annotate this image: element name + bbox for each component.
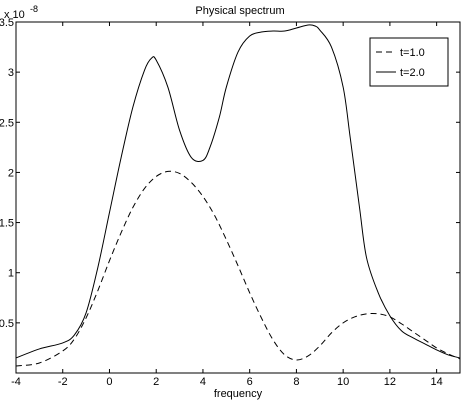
y-tick-label: 1: [8, 268, 14, 280]
plot-frame: [15, 21, 461, 374]
y-tick-label: 3: [8, 67, 14, 79]
legend-label-1: t=1.0: [400, 47, 425, 59]
axis-ticks: [15, 21, 460, 374]
x-tick-label: 10: [337, 376, 349, 388]
y-multiplier: x 10 -8: [4, 4, 38, 21]
x-tick-label: 6: [247, 376, 253, 388]
x-tick-label: 14: [431, 376, 443, 388]
x-tick-label: -2: [58, 376, 68, 388]
x-tick-label: 4: [200, 376, 206, 388]
legend: t=1.0 t=2.0: [369, 37, 449, 87]
y-tick-label: 3.5: [0, 17, 14, 29]
series-line-1: [15, 170, 461, 367]
x-tick-label: 12: [384, 376, 396, 388]
y-tick-label: 2: [8, 167, 14, 179]
x-axis-label: frequency: [214, 388, 263, 400]
legend-label-2: t=2.0: [400, 67, 425, 79]
legend-box: [369, 37, 449, 87]
series-line-2: [15, 24, 461, 359]
x-tick-label: -4: [11, 376, 21, 388]
series-layer: [15, 24, 461, 367]
y-multiplier-label: x 10: [4, 9, 25, 21]
chart-title: Physical spectrum: [195, 5, 284, 17]
x-tick-label: 2: [153, 376, 159, 388]
axis-tick-labels: -4 -2 0 2 4 6 8 10 12 14 0.5 1 1.5 2 2.5 3 3.5: [0, 17, 443, 388]
y-tick-label: 2.5: [0, 117, 14, 129]
y-tick-label: 1.5: [0, 218, 14, 230]
y-multiplier-exponent: -8: [30, 4, 38, 14]
y-tick-label: 0.5: [0, 318, 14, 330]
x-tick-label: 0: [106, 376, 112, 388]
x-tick-label: 8: [293, 376, 299, 388]
